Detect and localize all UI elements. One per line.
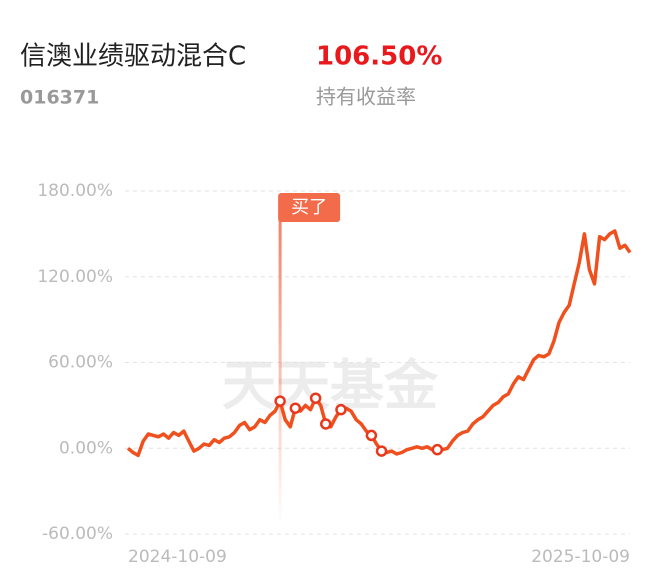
trade-dot xyxy=(289,402,302,414)
x-tick-label: 2025-10-09 xyxy=(531,547,630,567)
fund-line xyxy=(126,229,632,458)
buy-tag xyxy=(278,193,341,222)
fund-title: 信澳业绩驱动混合C xyxy=(20,42,246,72)
y-tick-label: 180.00% xyxy=(37,181,113,201)
trade-dot xyxy=(365,429,378,442)
y-tick-label: -60.00% xyxy=(42,524,113,544)
trade-dot xyxy=(335,403,347,416)
trade-dot xyxy=(375,445,388,457)
y-tick-label: 60.00% xyxy=(48,353,113,373)
watermark: 天天基金 xyxy=(222,353,439,417)
return-label: 持有收益率 xyxy=(316,85,416,109)
return-value: 106.50% xyxy=(316,42,442,72)
y-tick-label: 0.00% xyxy=(59,438,113,458)
trade-dot xyxy=(320,418,332,430)
trade-dot xyxy=(274,395,286,407)
buy-tag-text: 买了 xyxy=(291,197,327,218)
fund-code: 016371 xyxy=(20,87,99,109)
buy-line xyxy=(278,200,282,525)
trade-dot xyxy=(309,392,322,404)
x-tick-label: 2024-10-09 xyxy=(128,547,227,567)
y-tick-label: 120.00% xyxy=(37,267,113,287)
trade-dot xyxy=(431,443,444,456)
plot: 天天基金 -60.00% 0.00% 60.00% 120.00% 180.00% 2024… xyxy=(37,181,632,567)
